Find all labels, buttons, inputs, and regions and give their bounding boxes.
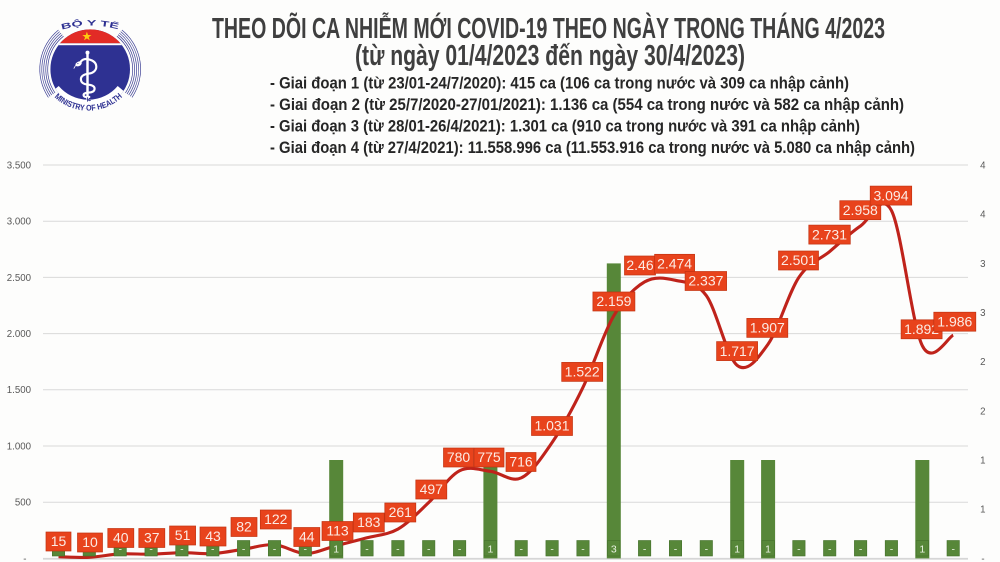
svg-text:-: -: [550, 543, 554, 555]
svg-text:2.501: 2.501: [781, 252, 816, 268]
svg-text:1.522: 1.522: [565, 364, 600, 380]
svg-text:261: 261: [389, 504, 413, 520]
svg-text:775: 775: [477, 449, 501, 465]
svg-text:3.094: 3.094: [873, 187, 908, 203]
svg-text:BỘ Y TẾ: BỘ Y TẾ: [60, 19, 120, 32]
svg-text:1: 1: [919, 543, 925, 555]
svg-text:82: 82: [236, 519, 252, 535]
svg-text:1.986: 1.986: [937, 313, 972, 329]
svg-text:-: -: [149, 543, 153, 555]
svg-text:-: -: [581, 543, 585, 555]
svg-text:2.000: 2.000: [7, 329, 32, 340]
svg-text:THEO DÕI CA NHIỄM MỚI COVID-19: THEO DÕI CA NHIỄM MỚI COVID-19 THEO NGÀY…: [212, 11, 885, 45]
svg-text:1.907: 1.907: [750, 320, 785, 336]
svg-text:3: 3: [611, 543, 617, 555]
svg-text:-: -: [23, 554, 26, 562]
svg-text:183: 183: [357, 514, 381, 530]
svg-text:-: -: [118, 543, 122, 555]
svg-text:3.500: 3.500: [7, 160, 32, 171]
svg-text:3.000: 3.000: [7, 217, 32, 228]
svg-text:1: 1: [765, 543, 771, 555]
svg-text:1: 1: [734, 543, 740, 555]
svg-text:2.159: 2.159: [596, 293, 631, 309]
svg-text:37: 37: [144, 530, 160, 546]
svg-text:-: -: [365, 543, 369, 555]
svg-text:-: -: [396, 543, 400, 555]
svg-text:- Giai đoạn 3 (từ 28/01-26/4/2: - Giai đoạn 3 (từ 28/01-26/4/2021): 1.30…: [270, 117, 860, 135]
svg-text:15: 15: [51, 533, 67, 549]
svg-text:1.031: 1.031: [534, 418, 569, 434]
svg-text:-: -: [643, 543, 647, 555]
svg-text:-: -: [211, 543, 215, 555]
svg-text:-: -: [890, 543, 894, 555]
svg-text:4: 4: [980, 210, 986, 221]
svg-text:44: 44: [299, 529, 315, 545]
svg-text:-: -: [951, 543, 955, 555]
svg-text:-: -: [981, 554, 984, 562]
svg-text:1: 1: [333, 543, 339, 555]
svg-text:40: 40: [113, 530, 129, 546]
svg-text:2: 2: [980, 357, 985, 368]
svg-text:- Giai đoạn 4 (từ 27/4/2021):: - Giai đoạn 4 (từ 27/4/2021): 11.558.996…: [270, 139, 915, 157]
svg-text:-: -: [180, 543, 184, 555]
svg-text:3: 3: [980, 308, 985, 319]
svg-text:122: 122: [264, 511, 288, 527]
svg-text:1.500: 1.500: [7, 385, 32, 396]
svg-text:497: 497: [420, 481, 444, 497]
svg-text:1.717: 1.717: [720, 343, 755, 359]
svg-text:2.337: 2.337: [688, 273, 723, 289]
svg-text:2.500: 2.500: [7, 273, 32, 284]
svg-text:-: -: [674, 543, 678, 555]
svg-text:2.731: 2.731: [812, 226, 847, 242]
svg-text:1: 1: [980, 455, 985, 466]
svg-text:-: -: [519, 543, 523, 555]
svg-text:-: -: [828, 543, 832, 555]
svg-text:-: -: [859, 543, 863, 555]
svg-text:-: -: [304, 543, 308, 555]
svg-text:716: 716: [509, 454, 533, 470]
svg-text:1: 1: [487, 543, 493, 555]
svg-text:2.958: 2.958: [843, 202, 878, 218]
svg-text:-: -: [242, 543, 246, 555]
svg-text:2.46: 2.46: [626, 257, 653, 273]
svg-text:10: 10: [82, 534, 98, 550]
svg-text:43: 43: [205, 528, 221, 544]
svg-text:51: 51: [175, 527, 191, 543]
svg-text:1: 1: [980, 505, 985, 516]
svg-text:4: 4: [980, 160, 986, 171]
svg-text:2: 2: [980, 406, 985, 417]
svg-text:-: -: [797, 543, 801, 555]
svg-text:3: 3: [980, 259, 985, 270]
svg-text:-: -: [705, 543, 709, 555]
svg-text:(từ ngày 01/4/2023 đến ngày 30: (từ ngày 01/4/2023 đến ngày 30/4/2023): [355, 40, 745, 72]
svg-text:-: -: [273, 543, 277, 555]
svg-text:- Giai đoạn 2 (từ 25/7/2020-27: - Giai đoạn 2 (từ 25/7/2020-27/01/2021):…: [270, 96, 904, 114]
svg-text:1.000: 1.000: [7, 441, 32, 452]
svg-text:1.892: 1.892: [904, 321, 939, 337]
svg-text:-: -: [458, 543, 462, 555]
svg-text:-: -: [427, 543, 431, 555]
svg-text:500: 500: [15, 498, 32, 509]
svg-text:780: 780: [447, 449, 471, 465]
svg-text:- Giai đoạn 1 (từ 23/01-24/7/2: - Giai đoạn 1 (từ 23/01-24/7/2020): 415 …: [270, 75, 849, 93]
svg-text:2.474: 2.474: [657, 256, 692, 272]
svg-text:113: 113: [326, 523, 349, 539]
